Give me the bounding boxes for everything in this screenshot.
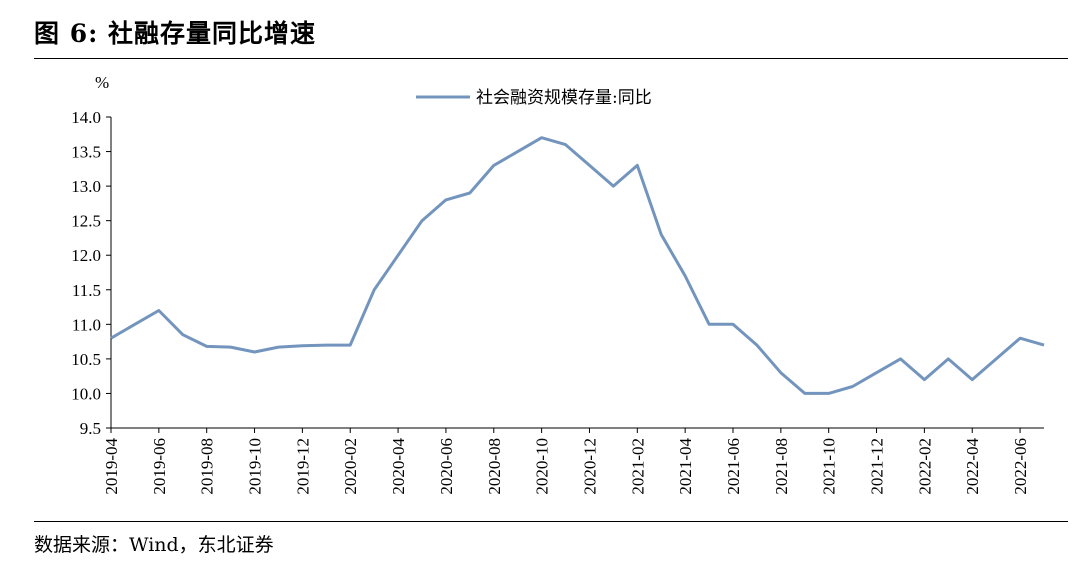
x-tick-label: 2019-06: [150, 438, 169, 495]
x-tick-label: 2020-12: [580, 438, 599, 495]
x-tick-label: 2021-02: [628, 438, 647, 495]
x-tick-label: 2020-04: [389, 438, 408, 495]
series-line-0: [110, 136, 1045, 395]
y-tick-label: 13.5: [71, 143, 101, 162]
chart-axes: [110, 117, 1044, 429]
y-axis-ticks: 9.5 10.0 10.5 11.0 11.5 12.0 12.5 13.0 13.5 14.0: [71, 108, 111, 438]
x-tick-label: 2019-08: [198, 438, 217, 495]
x-axis-ticks: 2019-04 2019-06 2019-08 2019-10 2019-12 2020-…: [102, 428, 1030, 495]
source-note: 数据来源：Wind，东北证券: [34, 534, 274, 556]
x-tick-label: 2022-04: [963, 438, 982, 495]
x-tick-label: 2021-12: [868, 438, 887, 495]
x-tick-label: 2019-12: [293, 438, 312, 495]
x-tick-label: 2020-08: [485, 438, 504, 495]
x-tick-label: 2022-02: [915, 438, 934, 495]
legend: 社会融资规模存量:同比: [416, 88, 652, 108]
x-tick-label: 2019-10: [246, 438, 265, 495]
title-rule: [34, 58, 1068, 59]
x-tick-label: 2021-10: [820, 438, 839, 495]
series-layer: [110, 136, 1045, 395]
legend-label: 社会融资规模存量:同比: [476, 88, 652, 108]
y-axis-unit-label: %: [95, 73, 109, 92]
y-tick-label: 13.0: [71, 177, 101, 196]
y-tick-label: 12.0: [71, 246, 101, 265]
y-tick-label: 14.0: [71, 108, 101, 127]
x-tick-label: 2020-02: [341, 438, 360, 495]
x-tick-label: 2020-10: [533, 438, 552, 495]
figure-title: 图 6: 社融存量同比增速: [34, 19, 317, 48]
y-tick-label: 10.5: [71, 350, 101, 369]
x-tick-label: 2022-06: [1011, 438, 1030, 495]
y-tick-label: 12.5: [71, 212, 101, 231]
source-rule: [34, 521, 1068, 522]
x-tick-label: 2019-04: [102, 438, 121, 495]
y-tick-label: 11.5: [72, 281, 101, 300]
x-tick-label: 2021-06: [724, 438, 743, 495]
x-tick-label: 2020-06: [437, 438, 456, 495]
y-tick-label: 11.0: [72, 315, 101, 334]
x-tick-label: 2021-04: [676, 438, 695, 495]
x-tick-label: 2021-08: [772, 438, 791, 495]
line-chart: 9.510.010.511.011.512.012.513.013.514.0 …: [71, 73, 1045, 495]
y-tick-label: 9.5: [80, 419, 101, 438]
y-tick-label: 10.0: [71, 384, 101, 403]
